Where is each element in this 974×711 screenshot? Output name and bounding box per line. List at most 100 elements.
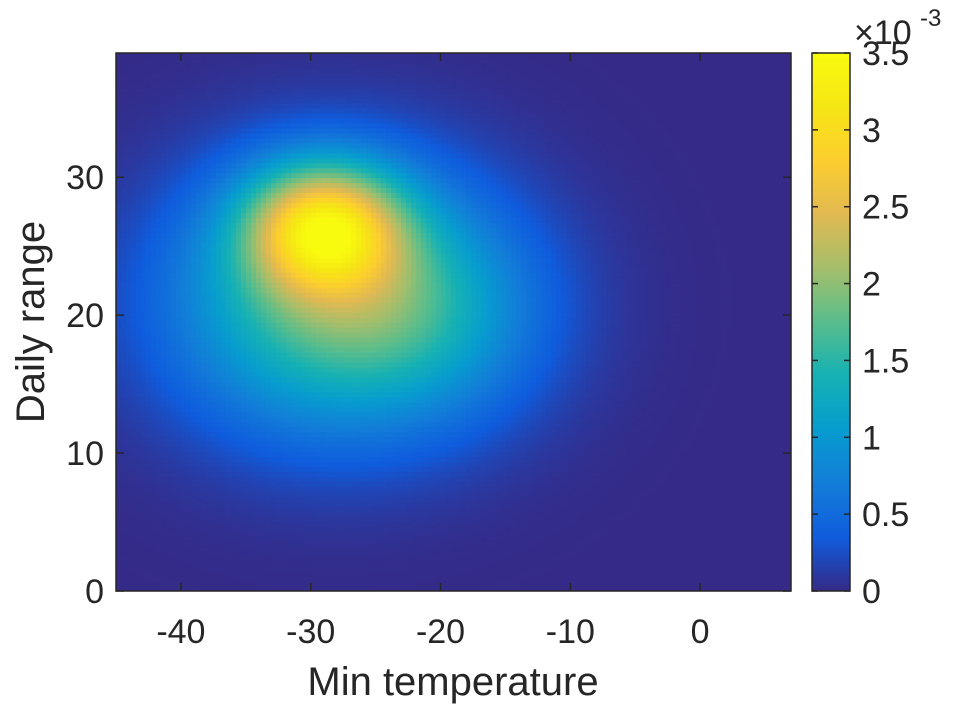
heatmap-cell [351,551,357,557]
heatmap-cell [716,476,722,483]
heatmap-cell [421,431,427,438]
heatmap-cell [266,586,272,591]
heatmap-cell [786,541,791,547]
heatmap-cell [281,456,287,463]
heatmap-cell [526,541,532,547]
heatmap-cell [481,521,487,527]
heatmap-cell [531,461,537,468]
heatmap-cell [391,476,397,483]
heatmap-cell [286,421,292,428]
heatmap-cell [236,511,242,517]
heatmap-cell [706,566,712,572]
heatmap-cell [161,556,167,562]
heatmap-cell [496,501,502,507]
heatmap-cell [511,471,517,478]
heatmap-cell [531,466,537,473]
heatmap-cell [116,546,122,552]
heatmap-cell [401,576,407,582]
heatmap-cell [231,411,237,418]
heatmap-cell [161,481,167,487]
heatmap-cell [231,436,237,443]
heatmap-cell [201,506,207,512]
heatmap-cell [251,481,257,487]
heatmap-cell [576,446,582,453]
heatmap-cell [351,471,357,478]
heatmap-cell [281,536,287,542]
heatmap-cell [681,481,687,487]
heatmap-cell [771,526,777,532]
heatmap-cell [641,471,647,478]
heatmap-cell [256,581,262,587]
heatmap-cell [396,446,402,453]
heatmap-cell [216,476,222,483]
heatmap-cell [656,521,662,527]
heatmap-cell [756,511,762,517]
heatmap-cell [161,411,167,418]
heatmap-cell [626,436,632,443]
heatmap-cell [186,536,192,542]
heatmap-cell [626,581,632,587]
heatmap-cell [391,406,397,413]
heatmap-cell [301,546,307,552]
heatmap-cell [566,551,572,557]
heatmap-cell [631,491,637,497]
heatmap-cell [361,521,367,527]
heatmap-cell [216,441,222,448]
heatmap-cell [206,581,212,587]
heatmap-cell [266,441,272,448]
heatmap-cell [776,586,782,591]
heatmap-cell [351,491,357,497]
heatmap-cell [766,546,772,552]
heatmap-cell [636,521,642,527]
heatmap-cell [171,496,177,502]
heatmap-cell [546,491,552,497]
heatmap-cell [241,486,247,492]
heatmap-cell [541,541,547,547]
heatmap-cell [206,446,212,453]
heatmap-cell [121,466,127,473]
heatmap-cell [376,461,382,468]
heatmap-cell [356,426,362,433]
heatmap-cell [561,586,567,591]
heatmap-cell [441,511,447,517]
heatmap-cell [286,566,292,572]
heatmap-cell [271,436,277,443]
heatmap-cell [361,406,367,413]
heatmap-cell [476,526,482,532]
heatmap-cell [241,451,247,458]
heatmap-cell [721,461,727,468]
heatmap-cell [591,491,597,497]
heatmap-cell [196,551,202,557]
heatmap-cell [171,421,177,428]
heatmap-cell [571,586,577,591]
heatmap-cell [631,416,637,423]
heatmap-cell [291,531,297,537]
heatmap-cell [341,576,347,582]
heatmap-cell [656,436,662,443]
heatmap-cell [406,566,412,572]
heatmap-cell [541,461,547,468]
heatmap-cell [586,421,592,428]
heatmap-cell [576,516,582,522]
heatmap-cell [236,416,242,423]
heatmap-cell [166,551,172,557]
heatmap-cell [386,431,392,438]
heatmap-cell [301,516,307,522]
heatmap-cell [261,406,267,413]
heatmap-cell [476,431,482,438]
heatmap-cell [546,481,552,487]
heatmap-cell [666,496,672,502]
heatmap-cell [471,521,477,527]
heatmap-cell [756,431,762,438]
heatmap-cell [371,506,377,512]
heatmap-cell [631,501,637,507]
heatmap-cell [131,576,137,582]
heatmap-cell [311,426,317,433]
heatmap-cell [786,456,791,463]
heatmap-cell [511,536,517,542]
heatmap-cell [151,556,157,562]
heatmap-cell [486,506,492,512]
heatmap-cell [326,581,332,587]
heatmap-cell [631,561,637,567]
heatmap-cell [631,571,637,577]
